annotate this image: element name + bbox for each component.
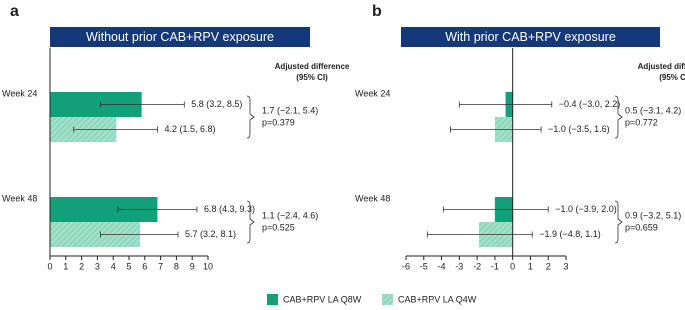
- x-tick-label: 7: [158, 261, 163, 271]
- x-tick-label: 2: [79, 261, 84, 271]
- value-label: −1.9 (−4.8, 1.1): [539, 229, 601, 239]
- annotation-subtitle: (95% CI): [659, 73, 685, 82]
- x-tick-label: 3: [95, 261, 100, 271]
- title-box: [50, 27, 310, 47]
- p-value: p=0.379: [262, 117, 295, 127]
- x-tick-label: -6: [402, 261, 410, 271]
- value-label: 6.8 (4.3, 9.3): [204, 204, 255, 214]
- x-tick-label: 2: [546, 261, 551, 271]
- p-value: p=0.659: [625, 222, 658, 232]
- x-tick-label: -1: [491, 261, 499, 271]
- legend-swatch: [382, 294, 393, 305]
- legend-label: CAB+RPV LA Q4W: [398, 294, 477, 304]
- x-tick-label: -4: [438, 261, 446, 271]
- x-tick-label: -5: [420, 261, 428, 271]
- legend-swatch: [267, 294, 278, 305]
- x-tick-label: 1: [528, 261, 533, 271]
- panel-title: Without prior CAB+RPV exposure: [86, 30, 274, 44]
- x-tick-label: 6: [142, 261, 147, 271]
- category-label: Week 24: [2, 88, 37, 98]
- x-tick-label: 3: [563, 261, 568, 271]
- panel-label: a: [10, 3, 19, 20]
- panel-title: With prior CAB+RPV exposure: [445, 30, 616, 44]
- category-label: Week 24: [355, 88, 390, 98]
- annotation-title: Adjusted difference: [638, 62, 685, 71]
- category-label: Week 48: [355, 193, 390, 203]
- difference-label: 1.1 (−2.4, 4.6): [262, 210, 318, 220]
- panel-label: b: [372, 3, 382, 20]
- category-label: Week 48: [2, 193, 37, 203]
- x-tick-label: 0: [47, 261, 52, 271]
- bracket: [614, 95, 623, 139]
- x-tick-label: 9: [190, 261, 195, 271]
- difference-label: 1.7 (−2.1, 5.4): [262, 105, 318, 115]
- value-label: −0.4 (−3.0, 2.2): [559, 99, 621, 109]
- bracket: [246, 200, 255, 244]
- annotation-title: Adjusted difference: [275, 62, 350, 71]
- x-tick-label: 10: [203, 261, 213, 271]
- p-value: p=0.525: [262, 222, 295, 232]
- title-box: [401, 27, 660, 47]
- annotation-subtitle: (95% CI): [296, 73, 328, 82]
- value-label: 5.8 (3.2, 8.5): [191, 99, 242, 109]
- x-tick-label: 1: [63, 261, 68, 271]
- x-tick-label: 8: [174, 261, 179, 271]
- value-label: 5.7 (3.2, 8.1): [185, 229, 236, 239]
- bracket: [614, 200, 623, 244]
- value-label: −1.0 (−3.9, 2.0): [555, 204, 617, 214]
- x-tick-label: 4: [111, 261, 116, 271]
- p-value: p=0.772: [625, 117, 658, 127]
- x-tick-label: -3: [455, 261, 463, 271]
- x-tick-label: -2: [473, 261, 481, 271]
- value-label: −1.0 (−3.5, 1.6): [548, 124, 610, 134]
- value-label: 4.2 (1.5, 6.8): [164, 124, 215, 134]
- difference-label: 0.9 (−3.2, 5.1): [625, 210, 681, 220]
- x-tick-label: 0: [510, 261, 515, 271]
- difference-label: 0.5 (−3.1, 4.2): [625, 105, 681, 115]
- bracket: [246, 95, 255, 139]
- legend-label: CAB+RPV LA Q8W: [283, 294, 362, 304]
- x-tick-label: 5: [126, 261, 131, 271]
